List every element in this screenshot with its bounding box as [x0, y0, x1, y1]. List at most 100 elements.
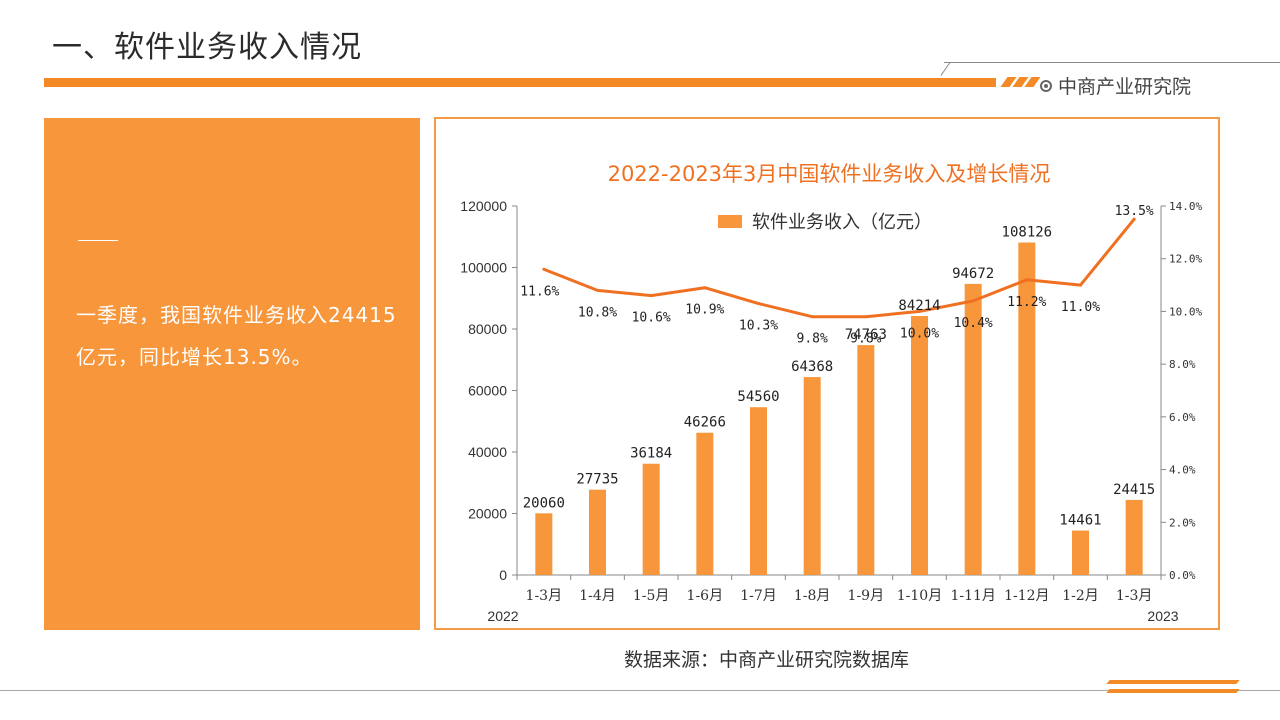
growth-value-label: 9.8%: [797, 332, 828, 347]
bar: [803, 377, 821, 575]
legend-swatch: [718, 215, 742, 228]
bar: [1072, 530, 1089, 575]
brand-name: 中商产业研究院: [1058, 76, 1192, 98]
x-year-label-start: 2022: [487, 608, 518, 624]
y-right-tick-label: 12.0%: [1169, 253, 1202, 266]
growth-point: [1025, 278, 1029, 282]
x-year-label-end: 2023: [1147, 608, 1178, 624]
y-left-tick-label: 80000: [468, 321, 507, 337]
footer-stripes: [1106, 680, 1243, 694]
x-tick-label: 1-9月: [848, 588, 885, 604]
bar-value-label: 74763: [845, 327, 887, 343]
growth-point: [918, 309, 921, 313]
growth-point: [596, 288, 599, 292]
growth-line: [543, 218, 1136, 319]
bar: [642, 463, 660, 575]
bar-value-label: 24415: [1113, 482, 1155, 498]
growth-value-label: 11.2%: [1007, 295, 1046, 310]
summary-text: 一季度，我国软件业务收入24415亿元，同比增长13.5%。: [76, 303, 397, 369]
growth-value-label: 13.5%: [1115, 204, 1154, 219]
page-title: 一、软件业务收入情况: [52, 30, 362, 65]
y-left-tick-label: 0: [499, 567, 507, 583]
legend-label: 软件业务收入（亿元）: [752, 212, 932, 233]
x-tick-label: 1-5月: [633, 588, 670, 604]
bar-value-label: 46266: [684, 415, 726, 431]
chart-axes: 0 20000 40000 60000 80000 100000 120000 0.0% 2.0…: [460, 198, 1202, 624]
x-tick-label: 1-7月: [740, 588, 777, 604]
x-tick-label: 1-2月: [1062, 588, 1099, 604]
growth-value-label: 10.8%: [578, 305, 617, 320]
chart-title: 2022-2023年3月中国软件业务收入及增长情况: [608, 162, 1051, 186]
summary-panel: 一季度，我国软件业务收入24415亿元，同比增长13.5%。: [44, 118, 420, 630]
y-right-tick-label: 2.0%: [1169, 516, 1196, 529]
bar-value-label: 94672: [952, 266, 994, 282]
x-tick-label: 1-11月: [950, 588, 995, 604]
growth-value-label: 10.3%: [739, 319, 778, 334]
bar-value-label: 54560: [737, 389, 779, 405]
growth-point: [542, 267, 546, 271]
x-tick-label: 1-12月: [1004, 588, 1049, 604]
growth-point: [757, 302, 760, 306]
x-tick-label: 1-3月: [1116, 588, 1153, 604]
summary-rule: [78, 240, 118, 241]
bar: [911, 316, 928, 575]
data-labels: 20060 27735 36184 46266 54560 64368 74763 84214…: [520, 204, 1155, 528]
growth-value-label: 10.6%: [632, 311, 671, 326]
bar-value-label: 108126: [1002, 225, 1053, 241]
growth-value-label: 11.6%: [520, 284, 559, 299]
y-right-tick-label: 8.0%: [1169, 358, 1196, 371]
growth-point: [810, 315, 814, 319]
y-right-tick-label: 6.0%: [1169, 411, 1196, 424]
x-tick-label: 1-4月: [579, 588, 616, 604]
growth-line-series: [542, 217, 1136, 319]
bar: [857, 345, 875, 575]
bar: [696, 432, 714, 575]
growth-point: [971, 299, 975, 303]
growth-value-label: 10.0%: [900, 326, 939, 341]
growth-value-label: 11.0%: [1061, 300, 1100, 315]
y-right-tick-label: 0.0%: [1169, 569, 1196, 582]
bar-value-label: 14461: [1059, 513, 1101, 529]
growth-point: [703, 286, 707, 290]
x-tick-label: 1-6月: [687, 588, 724, 604]
bar: [535, 513, 553, 575]
x-tick-label: 1-3月: [526, 588, 563, 604]
growth-point: [649, 294, 653, 298]
y-left-tick-label: 60000: [468, 383, 507, 399]
growth-point: [864, 315, 868, 319]
bar: [964, 283, 982, 575]
bar-value-label: 84214: [898, 298, 940, 314]
chart-legend: 软件业务收入（亿元）: [718, 212, 932, 233]
y-left-tick-label: 120000: [460, 198, 507, 214]
revenue-chart: 2022-2023年3月中国软件业务收入及增长情况 软件业务收入（亿元） 0 20…: [460, 162, 1202, 624]
bar: [589, 489, 606, 575]
bar-value-label: 36184: [630, 446, 672, 462]
bar-value-label: 20060: [523, 495, 565, 511]
chart-container: 2022-2023年3月中国软件业务收入及增长情况 软件业务收入（亿元） 0 20…: [434, 117, 1220, 630]
footer-divider: [0, 690, 1280, 691]
bar: [750, 407, 767, 575]
y-right-tick-label: 14.0%: [1169, 200, 1202, 213]
growth-value-label: 10.4%: [954, 316, 993, 331]
growth-point: [1132, 217, 1136, 221]
y-right-tick-label: 4.0%: [1169, 464, 1196, 477]
growth-value-label: 9.8%: [850, 332, 881, 347]
brand-logo-icon: [1040, 79, 1052, 92]
y-left-tick-label: 20000: [468, 506, 507, 522]
header-divider-slant: [940, 62, 951, 76]
bar-series: [535, 242, 1143, 575]
bar-value-label: 64368: [791, 359, 833, 375]
bar-value-label: 27735: [576, 472, 618, 488]
bar: [1018, 242, 1036, 575]
growth-value-label: 10.9%: [685, 303, 724, 318]
data-source: 数据来源：中商产业研究院数据库: [624, 649, 910, 671]
x-tick-label: 1-8月: [794, 588, 831, 604]
y-left-tick-label: 40000: [468, 444, 507, 460]
header-divider: [944, 62, 1280, 63]
x-tick-label: 1-10月: [897, 588, 942, 604]
y-left-tick-label: 100000: [460, 260, 507, 276]
brand-logo: 中商产业研究院: [1040, 72, 1191, 99]
growth-point: [1079, 283, 1082, 287]
y-right-tick-label: 10.0%: [1169, 305, 1202, 318]
brand-stripes: [1000, 77, 1041, 87]
